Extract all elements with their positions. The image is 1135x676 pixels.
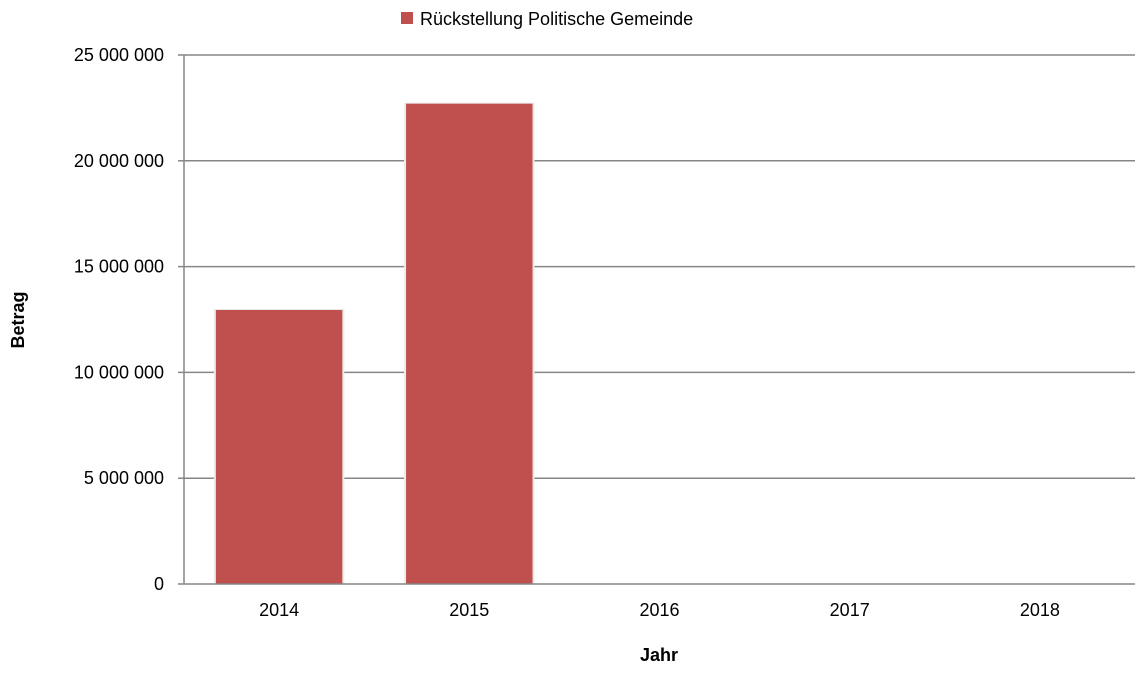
y-axis-title: Betrag xyxy=(8,291,28,348)
x-axis-title: Jahr xyxy=(640,645,678,665)
x-tick-label: 2017 xyxy=(830,600,870,620)
y-tick-label: 10 000 000 xyxy=(74,362,164,382)
x-tick-label: 2018 xyxy=(1020,600,1060,620)
legend-label: Rückstellung Politische Gemeinde xyxy=(420,9,693,29)
legend: Rückstellung Politische Gemeinde xyxy=(401,9,693,29)
y-tick-label: 0 xyxy=(154,574,164,594)
bars xyxy=(213,102,535,584)
x-tick-label: 2016 xyxy=(639,600,679,620)
bar-2015 xyxy=(406,103,533,584)
y-tick-label: 20 000 000 xyxy=(74,151,164,171)
y-tick-label: 5 000 000 xyxy=(84,468,164,488)
x-tick-label: 2015 xyxy=(449,600,489,620)
axes xyxy=(183,55,1135,585)
y-tick-label: 25 000 000 xyxy=(74,45,164,65)
y-tick-label: 15 000 000 xyxy=(74,257,164,277)
y-axis-ticks: 0 5 000 000 10 000 000 15 000 000 20 000 000… xyxy=(74,45,184,594)
bar-2014 xyxy=(215,309,343,584)
x-tick-label: 2014 xyxy=(259,600,299,620)
x-axis-ticks: 2014 2015 2016 2017 2018 xyxy=(259,600,1060,620)
legend-swatch xyxy=(401,12,413,24)
